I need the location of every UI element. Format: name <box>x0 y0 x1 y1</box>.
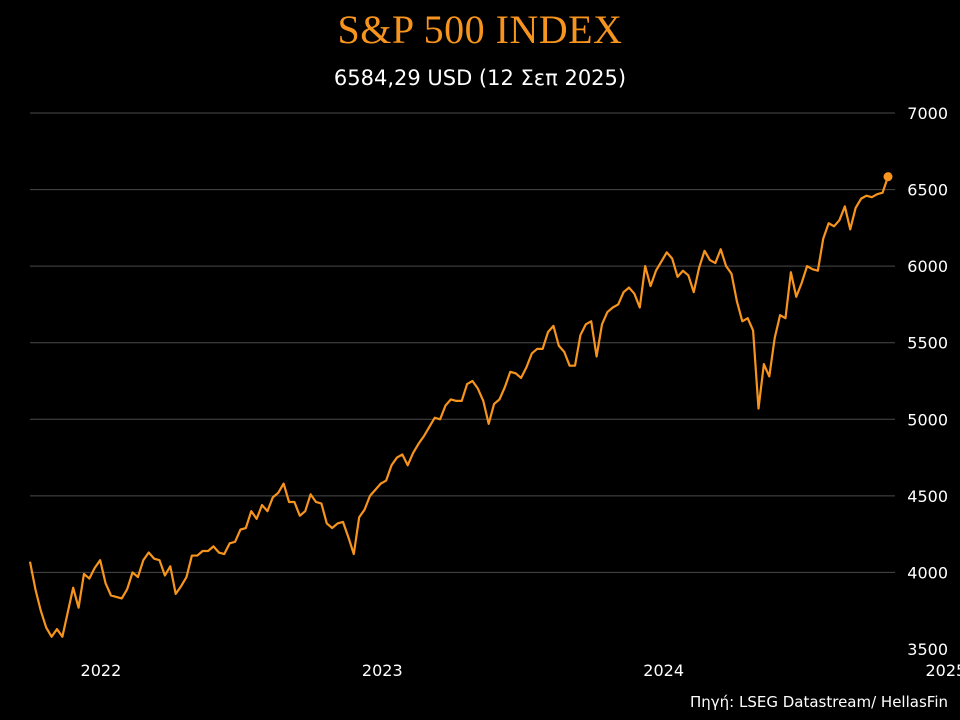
y-tick-label: 3500 <box>907 640 948 659</box>
x-tick-label: 2022 <box>81 661 122 680</box>
x-tick-label: 2025 <box>925 661 960 680</box>
chart-title: S&P 500 INDEX <box>337 7 623 52</box>
series-line <box>28 176 890 638</box>
y-tick-label: 5000 <box>907 410 948 429</box>
x-tick-label: 2023 <box>362 661 403 680</box>
y-tick-label: 7000 <box>907 104 948 123</box>
x-tick-label: 2024 <box>643 661 684 680</box>
y-tick-label: 6500 <box>907 181 948 200</box>
y-tick-label: 5500 <box>907 334 948 353</box>
y-tick-label: 6000 <box>907 257 948 276</box>
y-tick-label: 4000 <box>907 563 948 582</box>
y-tick-label: 4500 <box>907 487 948 506</box>
source-note: Πηγή: LSEG Datastream/ HellasFin <box>689 693 948 711</box>
last-point-marker <box>883 172 893 182</box>
chart-subtitle: 6584,29 USD (12 Σεπ 2025) <box>333 66 627 90</box>
